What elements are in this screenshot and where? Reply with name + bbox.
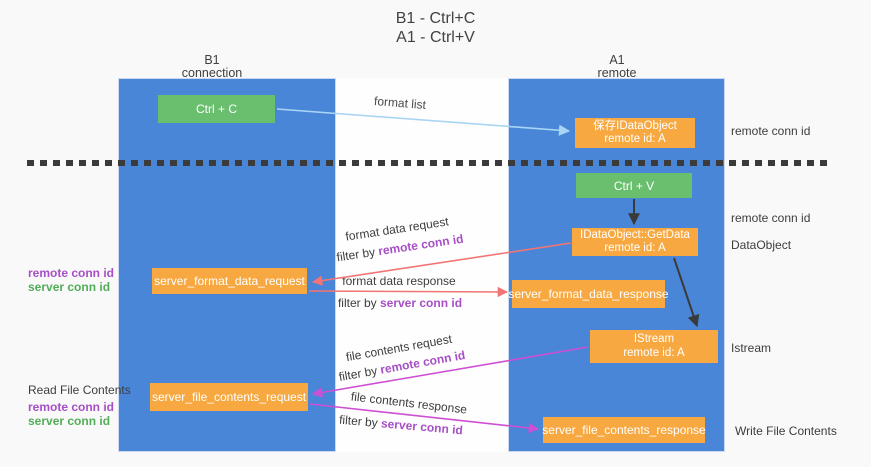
idataobject-getdata-line2: remote id: A bbox=[604, 242, 666, 254]
lifeline-b1-name: B1 bbox=[204, 53, 220, 67]
lifeline-b1-header: B1 connection bbox=[103, 54, 321, 80]
session-separator-dashed-line bbox=[27, 160, 833, 166]
server-file-contents-request-box: server_file_contents_request bbox=[150, 383, 308, 411]
diagram-title: B1 - Ctrl+C A1 - Ctrl+V bbox=[0, 9, 871, 47]
ctrl-c-box: Ctrl + C bbox=[158, 95, 275, 123]
diagram-title-line1: B1 - Ctrl+C bbox=[395, 10, 476, 27]
server-format-data-request-label: server_format_data_request bbox=[154, 274, 305, 288]
right-remote-conn-id-getdata: remote conn id bbox=[731, 211, 811, 225]
save-idataobject-line2: remote id: A bbox=[604, 133, 666, 145]
save-idataobject-box: 保存IDataObject remote id: A bbox=[575, 118, 695, 148]
format-data-response-filter-label: filter by server conn id bbox=[338, 296, 462, 310]
ctrl-c-label: Ctrl + C bbox=[195, 102, 237, 116]
write-file-contents-label: Write File Contents bbox=[735, 424, 837, 438]
server-conn-id-label: server conn id bbox=[28, 280, 111, 294]
ctrl-v-label: Ctrl + V bbox=[613, 178, 655, 193]
istream-line1: IStream bbox=[633, 333, 675, 345]
save-idataobject-line1: 保存IDataObject bbox=[593, 119, 677, 132]
server-format-data-response-box: server_format_data_response bbox=[508, 280, 669, 308]
server-file-contents-request-label: server_file_contents_request bbox=[151, 390, 307, 404]
server-conn-id-label: server conn id bbox=[28, 414, 111, 428]
remote-conn-id-label: remote conn id bbox=[28, 266, 115, 280]
server-conn-id-text: server conn id bbox=[379, 296, 463, 310]
istream-side-label: Istream bbox=[731, 341, 772, 355]
left-format-conn-ids: remote conn id server conn id bbox=[28, 266, 114, 294]
server-format-data-response-label: server_format_data_response bbox=[508, 287, 669, 301]
idataobject-getdata-box: IDataObject::GetData remote id: A bbox=[572, 228, 698, 256]
filter-by-prefix: filter by bbox=[337, 296, 380, 310]
istream-line2: remote id: A bbox=[623, 346, 685, 359]
idataobject-getdata-line1: IDataObject::GetData bbox=[580, 228, 690, 241]
lifeline-a1-role: remote bbox=[597, 66, 637, 80]
read-file-contents-label: Read File Contents bbox=[28, 383, 131, 397]
server-file-contents-response-box: server_file_contents_response bbox=[542, 417, 706, 443]
lifeline-b1-role: connection bbox=[181, 66, 243, 80]
server-format-data-request-box: server_format_data_request bbox=[152, 268, 307, 294]
ctrl-v-box: Ctrl + V bbox=[576, 173, 692, 198]
right-remote-conn-id-top: remote conn id bbox=[731, 124, 811, 138]
diagram-title-line2: A1 - Ctrl+V bbox=[396, 29, 475, 46]
lifeline-a1-name: A1 bbox=[609, 53, 625, 67]
server-file-contents-response-label: server_file_contents_response bbox=[542, 423, 706, 437]
lifeline-a1-header: A1 remote bbox=[508, 54, 726, 80]
left-file-annotations: Read File Contents remote conn id server… bbox=[28, 383, 131, 428]
format-data-response-label: format data response bbox=[342, 274, 456, 288]
dataobject-label: DataObject bbox=[731, 238, 792, 252]
istream-box: IStream remote id: A bbox=[590, 330, 718, 363]
remote-conn-id-label: remote conn id bbox=[28, 400, 115, 414]
